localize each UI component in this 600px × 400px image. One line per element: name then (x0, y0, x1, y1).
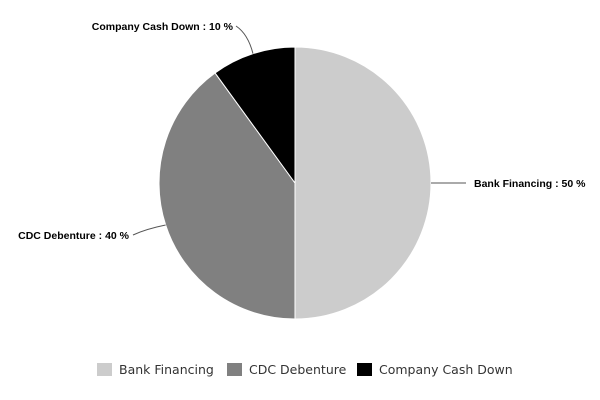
pie-slice-bank-financing[interactable] (294, 46, 432, 320)
legend-swatch-cdc-debenture (227, 363, 242, 376)
connector-line-company-cash-down (235, 25, 254, 54)
data-label-company-cash-down: Company Cash Down : 10 % (92, 21, 234, 33)
data-label-bank-financing: Bank Financing : 50 % (474, 178, 586, 190)
legend-item-cdc-debenture[interactable]: CDC Debenture (227, 362, 347, 377)
pie-slice-company-cash-down[interactable] (214, 46, 296, 185)
data-label-cdc-debenture: CDC Debenture : 40 % (18, 230, 130, 242)
connector-line-cdc-debenture (132, 224, 166, 236)
legend-label-bank-financing: Bank Financing (119, 362, 214, 377)
pie-data-labels: Bank Financing : 50 % CDC Debenture : 40 … (18, 21, 586, 242)
legend-item-bank-financing[interactable]: Bank Financing (97, 362, 214, 377)
legend-label-company-cash-down: Company Cash Down (379, 362, 513, 377)
pie-slices (158, 46, 432, 320)
legend: Bank Financing CDC Debenture Company Cash … (97, 362, 513, 377)
legend-item-company-cash-down[interactable]: Company Cash Down (357, 362, 513, 377)
legend-swatch-bank-financing (97, 363, 112, 376)
legend-swatch-company-cash-down (357, 363, 372, 376)
legend-label-cdc-debenture: CDC Debenture (249, 362, 347, 377)
